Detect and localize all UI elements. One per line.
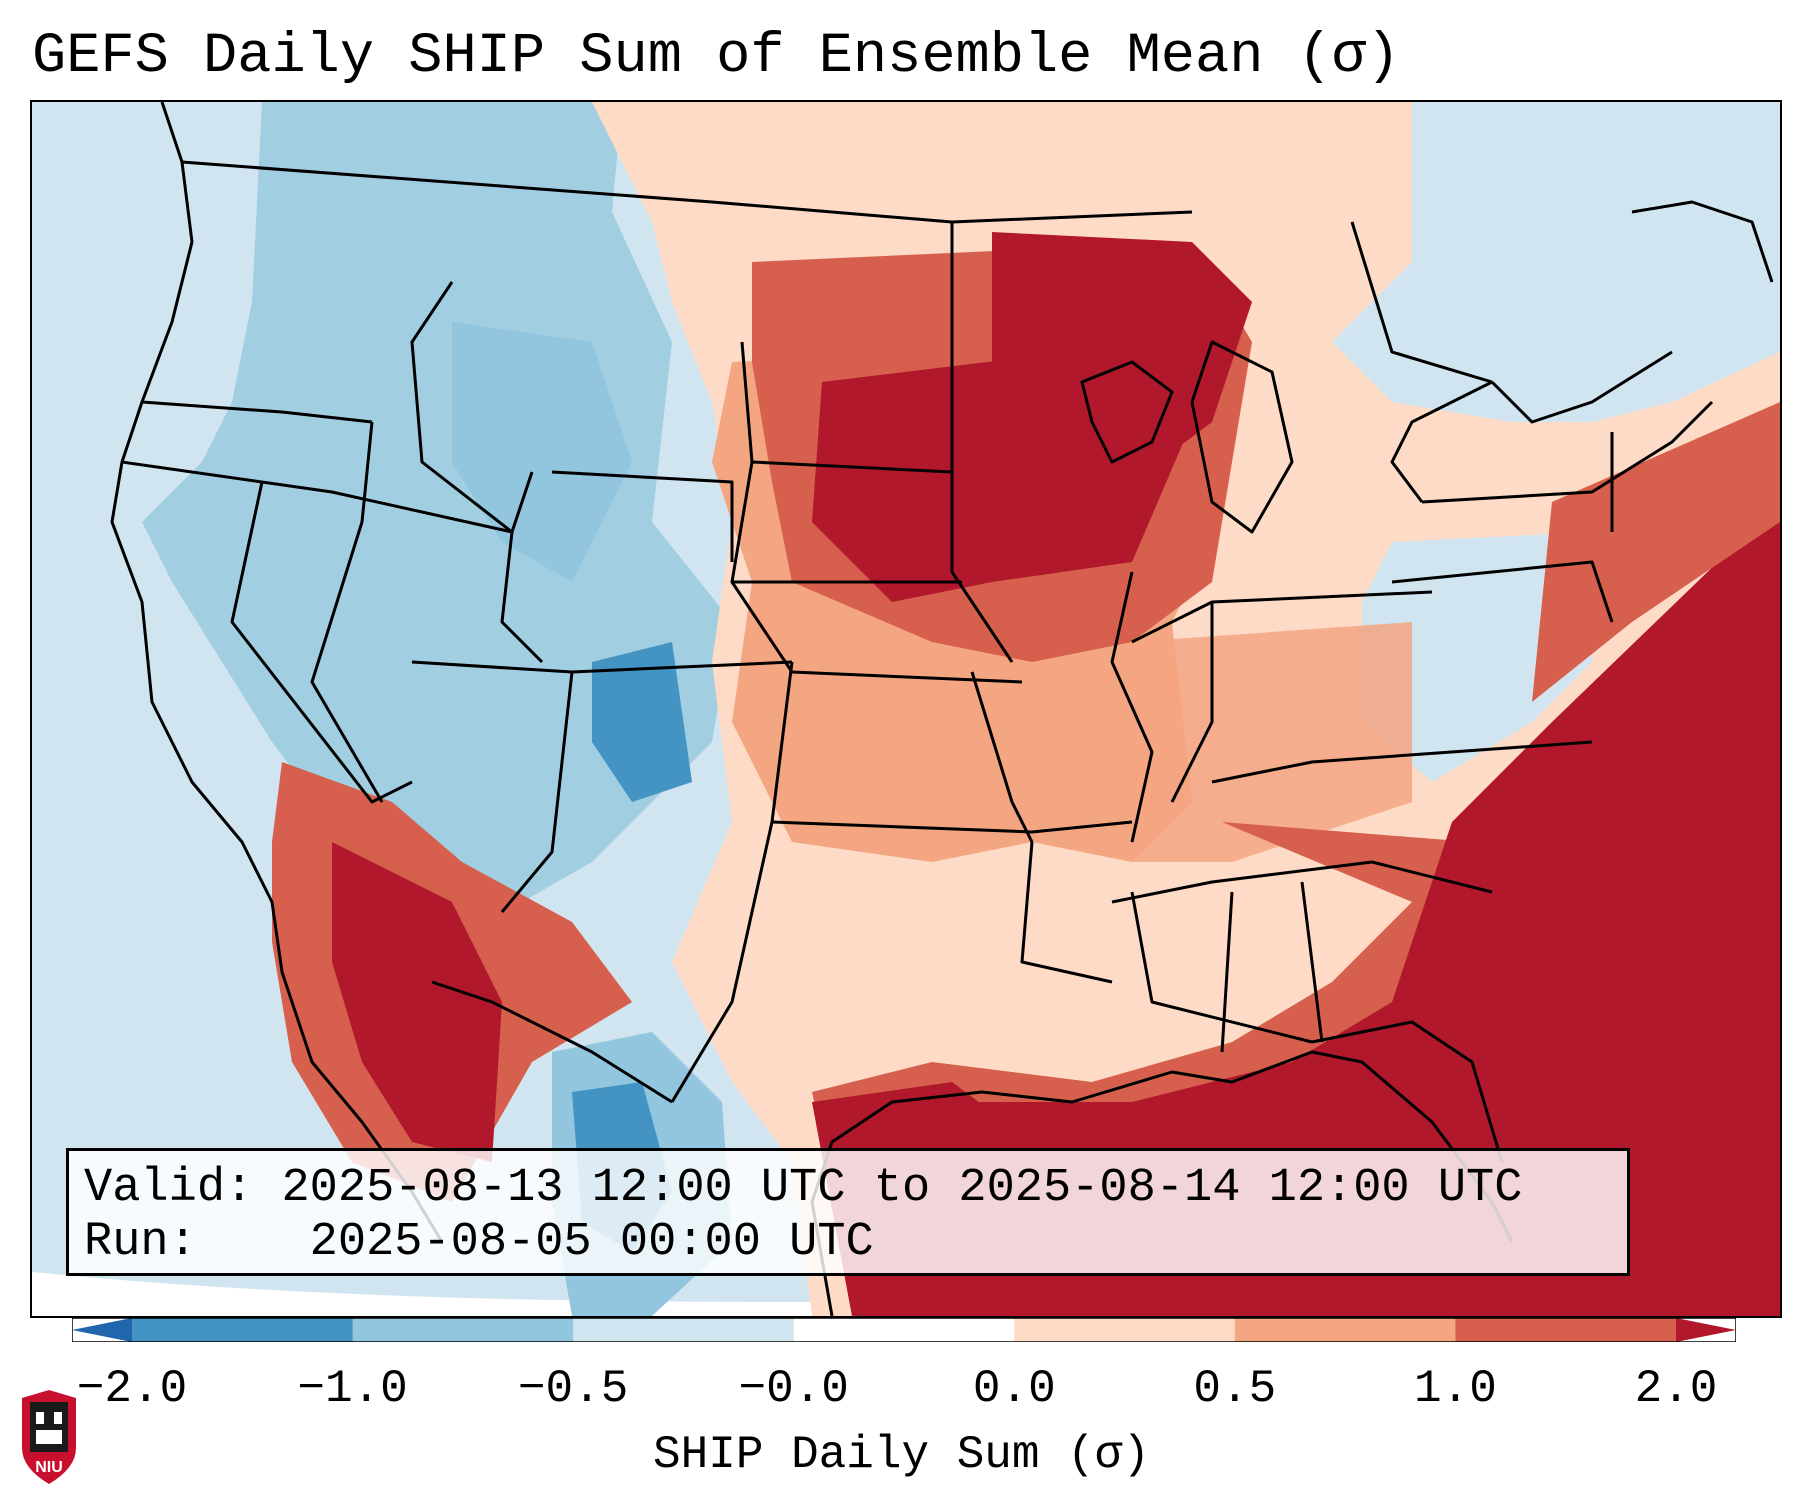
colorbar-tick-label: 1.0 xyxy=(1414,1363,1497,1415)
valid-line: Valid: 2025-08-13 12:00 UTC to 2025-08-1… xyxy=(84,1161,1522,1217)
colorbar-tick-label: −2.0 xyxy=(76,1363,188,1415)
run-line: Run: 2025-08-05 00:00 UTC xyxy=(84,1215,874,1271)
colorbar-segment xyxy=(1234,1318,1456,1342)
valid-label: Valid: xyxy=(84,1162,254,1215)
niu-logo: NIU xyxy=(22,1390,76,1484)
colorbar-segment xyxy=(132,1318,354,1342)
colorbar-segment xyxy=(1014,1318,1236,1342)
logo-tower xyxy=(30,1402,68,1452)
anomaly-map xyxy=(32,102,1780,1316)
colorbar-extend-high xyxy=(1676,1318,1736,1342)
map-panel[interactable] xyxy=(30,100,1782,1318)
colorbar-segment xyxy=(1455,1318,1677,1342)
run-value: 2025-08-05 00:00 UTC xyxy=(309,1216,874,1269)
colorbar-tick-label: 0.0 xyxy=(972,1363,1056,1415)
colorbar-tick-label: 2.0 xyxy=(1634,1363,1718,1415)
run-label: Run: xyxy=(84,1216,197,1269)
colorbar-tick-label: −0.0 xyxy=(738,1363,849,1415)
colorbar-segment xyxy=(573,1318,795,1342)
colorbar-segment xyxy=(793,1318,1015,1342)
colorbar-tick-label: −0.5 xyxy=(517,1363,629,1415)
colorbar-label: SHIP Daily Sum (σ) xyxy=(653,1429,1150,1481)
colorbar-tick-label: 0.5 xyxy=(1193,1363,1277,1415)
valid-value: 2025-08-13 12:00 UTC to 2025-08-14 12:00… xyxy=(281,1162,1523,1215)
colorbar-tick-label: −1.0 xyxy=(297,1363,408,1415)
colorbar-extend-low xyxy=(72,1318,132,1342)
boundary-lines xyxy=(110,102,1774,1316)
chart-title: GEFS Daily SHIP Sum of Ensemble Mean (σ) xyxy=(32,25,1401,89)
colorbar-segment xyxy=(352,1318,574,1342)
colorbar xyxy=(72,1318,1736,1342)
logo-text: NIU xyxy=(35,1459,63,1476)
valid-run-info-box: Valid: 2025-08-13 12:00 UTC to 2025-08-1… xyxy=(66,1148,1630,1276)
